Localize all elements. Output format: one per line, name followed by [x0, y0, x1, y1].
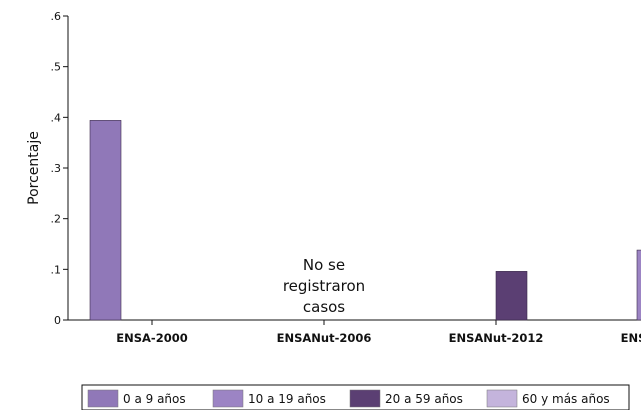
legend-swatch: [486, 389, 518, 408]
legend-label: 0 a 9 años: [123, 392, 186, 406]
y-tick-label: .2: [51, 213, 62, 226]
bars: [89, 120, 641, 321]
legend-label: 60 y más años: [522, 392, 610, 406]
bar: [89, 120, 122, 321]
y-axis: 0 .1 .2 .3 .4 .5 .6: [51, 10, 69, 327]
y-axis-title: Porcentaje: [26, 131, 42, 205]
x-axis: ENSA-2000 ENSANut-2006 ENSANut-2012 ENSANut…: [68, 319, 641, 345]
legend-label: 20 a 59 años: [385, 392, 463, 406]
legend-swatch: [349, 389, 381, 408]
legend-label: 10 a 19 años: [248, 392, 326, 406]
y-tick-label: .5: [51, 61, 62, 74]
y-tick-label: .4: [51, 111, 62, 124]
bar: [495, 271, 528, 321]
y-tick-label: .6: [51, 10, 62, 23]
x-tick-label: ENSANut-2012: [449, 331, 544, 345]
y-tick-label: .1: [51, 263, 62, 276]
y-tick-label: .3: [51, 162, 62, 175]
legend: 0 a 9 años 10 a 19 años 20 a 59 años 60 y m…: [81, 384, 630, 410]
x-tick-label: ENSANut-2006: [277, 331, 372, 345]
x-tick-label: ENSANut-2018: [621, 331, 641, 345]
no-cases-annotation: No se: [303, 256, 345, 274]
x-tick-label: ENSA-2000: [116, 331, 187, 345]
no-cases-annotation: casos: [303, 298, 345, 316]
legend-swatch: [87, 389, 119, 408]
legend-swatch: [212, 389, 244, 408]
y-tick-label: 0: [54, 314, 61, 327]
no-cases-annotation: registraron: [283, 277, 365, 295]
bar: [636, 249, 641, 321]
annotations: No se registraron casos: [283, 256, 365, 316]
